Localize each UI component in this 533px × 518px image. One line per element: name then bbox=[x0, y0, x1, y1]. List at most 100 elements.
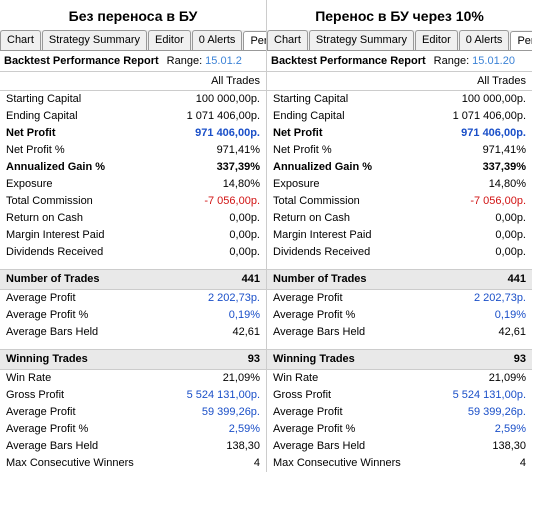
metric-value: -7 056,00p. bbox=[470, 194, 526, 209]
metric-label: Starting Capital bbox=[6, 92, 196, 107]
metric-row: Average Bars Held42,61 bbox=[0, 324, 266, 341]
metric-row: Average Profit2 202,73p. bbox=[267, 290, 532, 307]
metric-label: Average Profit % bbox=[273, 422, 495, 437]
tab-perform[interactable]: Perform bbox=[510, 31, 532, 51]
metric-row: Winning Trades93 bbox=[267, 349, 532, 370]
metric-label: Win Rate bbox=[273, 371, 489, 386]
metric-label: Winning Trades bbox=[273, 352, 514, 367]
tab-editor[interactable]: Editor bbox=[148, 30, 191, 50]
metric-value: 0,19% bbox=[495, 308, 526, 323]
metric-value: 14,80% bbox=[223, 177, 260, 192]
tab-editor[interactable]: Editor bbox=[415, 30, 458, 50]
metric-value: 971,41% bbox=[483, 143, 526, 158]
metric-row: Average Bars Held42,61 bbox=[267, 324, 532, 341]
metric-value: 2,59% bbox=[229, 422, 260, 437]
metric-value: 5 524 131,00p. bbox=[187, 388, 260, 403]
range-value: 15.01.20 bbox=[472, 55, 515, 67]
metric-value: 971 406,00p. bbox=[195, 126, 260, 141]
metric-value: 138,30 bbox=[492, 439, 526, 454]
metric-value: 0,00p. bbox=[495, 245, 526, 260]
metric-value: 93 bbox=[514, 352, 526, 367]
tab-strategy-summary[interactable]: Strategy Summary bbox=[42, 30, 147, 50]
metric-value: 441 bbox=[508, 272, 526, 287]
metric-label: Margin Interest Paid bbox=[6, 228, 229, 243]
panel-title: Без переноса в БУ bbox=[0, 0, 266, 30]
metric-row: Margin Interest Paid0,00p. bbox=[267, 227, 532, 244]
metric-label: Average Profit bbox=[273, 291, 474, 306]
metric-value: 14,80% bbox=[489, 177, 526, 192]
gap bbox=[0, 341, 266, 347]
metric-label: Net Profit bbox=[273, 126, 461, 141]
metric-label: Annualized Gain % bbox=[6, 160, 217, 175]
metric-label: Number of Trades bbox=[273, 272, 508, 287]
tab-chart[interactable]: Chart bbox=[0, 30, 41, 50]
metric-row: Average Profit %2,59% bbox=[267, 421, 532, 438]
report-title: Backtest Performance Report bbox=[271, 55, 426, 67]
metric-value: 42,61 bbox=[498, 325, 526, 340]
metric-label: Average Bars Held bbox=[273, 325, 498, 340]
metric-row: Starting Capital100 000,00p. bbox=[0, 91, 266, 108]
metric-label: Average Bars Held bbox=[6, 439, 226, 454]
metric-label: Gross Profit bbox=[273, 388, 453, 403]
report-header: Backtest Performance ReportRange:15.01.2 bbox=[0, 51, 266, 72]
metric-label: Max Consecutive Winners bbox=[273, 456, 520, 471]
metric-row: Average Profit %0,19% bbox=[267, 307, 532, 324]
metric-value: 971 406,00p. bbox=[461, 126, 526, 141]
metric-row: Average Profit %2,59% bbox=[0, 421, 266, 438]
metric-value: -7 056,00p. bbox=[204, 194, 260, 209]
metric-row: Total Commission-7 056,00p. bbox=[267, 193, 532, 210]
range-label: Range: bbox=[167, 55, 202, 67]
metric-label: Total Commission bbox=[6, 194, 204, 209]
metric-row: Total Commission-7 056,00p. bbox=[0, 193, 266, 210]
metric-value: 0,00p. bbox=[495, 228, 526, 243]
tab-chart[interactable]: Chart bbox=[267, 30, 308, 50]
panel-0: Без переноса в БУChartStrategy SummaryEd… bbox=[0, 0, 266, 472]
metric-row: Dividends Received0,00p. bbox=[0, 244, 266, 261]
column-all-trades: All Trades bbox=[160, 75, 260, 87]
column-header: All Trades bbox=[267, 72, 532, 91]
metric-row: Average Bars Held138,30 bbox=[0, 438, 266, 455]
metric-label: Win Rate bbox=[6, 371, 223, 386]
metric-value: 138,30 bbox=[226, 439, 260, 454]
metric-value: 0,00p. bbox=[495, 211, 526, 226]
metric-value: 0,00p. bbox=[229, 228, 260, 243]
range-label: Range: bbox=[434, 55, 469, 67]
metric-row: Ending Capital1 071 406,00p. bbox=[267, 108, 532, 125]
metric-value: 100 000,00p. bbox=[196, 92, 260, 107]
metric-row: Net Profit971 406,00p. bbox=[0, 125, 266, 142]
metric-label: Return on Cash bbox=[6, 211, 229, 226]
metric-label: Average Bars Held bbox=[6, 325, 232, 340]
metric-row: Number of Trades441 bbox=[267, 269, 532, 290]
metric-row: Average Profit2 202,73p. bbox=[0, 290, 266, 307]
metric-label: Dividends Received bbox=[6, 245, 229, 260]
metric-row: Annualized Gain %337,39% bbox=[267, 159, 532, 176]
metric-row: Ending Capital1 071 406,00p. bbox=[0, 108, 266, 125]
metric-row: Exposure14,80% bbox=[267, 176, 532, 193]
metric-value: 93 bbox=[248, 352, 260, 367]
metric-value: 42,61 bbox=[232, 325, 260, 340]
metric-label: Gross Profit bbox=[6, 388, 187, 403]
metric-row: Average Bars Held138,30 bbox=[267, 438, 532, 455]
tab-perform[interactable]: Perform bbox=[243, 31, 266, 51]
metric-label: Average Profit % bbox=[6, 308, 229, 323]
panel-title: Перенос в БУ через 10% bbox=[267, 0, 532, 30]
metric-value: 2 202,73p. bbox=[208, 291, 260, 306]
tabs: ChartStrategy SummaryEditor0 AlertsPerfo… bbox=[0, 30, 266, 51]
metric-row: Number of Trades441 bbox=[0, 269, 266, 290]
metric-row: Max Consecutive Winners4 bbox=[267, 455, 532, 472]
tab-strategy-summary[interactable]: Strategy Summary bbox=[309, 30, 414, 50]
metric-value: 971,41% bbox=[217, 143, 260, 158]
metric-value: 337,39% bbox=[217, 160, 260, 175]
metric-row: Net Profit %971,41% bbox=[0, 142, 266, 159]
metric-row: Winning Trades93 bbox=[0, 349, 266, 370]
report-title: Backtest Performance Report bbox=[4, 55, 159, 67]
tab-0-alerts[interactable]: 0 Alerts bbox=[192, 30, 243, 50]
rows: Starting Capital100 000,00p.Ending Capit… bbox=[0, 91, 266, 472]
metric-row: Average Profit59 399,26p. bbox=[0, 404, 266, 421]
metric-value: 0,00p. bbox=[229, 211, 260, 226]
metric-label: Net Profit % bbox=[273, 143, 483, 158]
metric-label: Exposure bbox=[6, 177, 223, 192]
metric-value: 21,09% bbox=[489, 371, 526, 386]
metric-value: 21,09% bbox=[223, 371, 260, 386]
tab-0-alerts[interactable]: 0 Alerts bbox=[459, 30, 510, 50]
